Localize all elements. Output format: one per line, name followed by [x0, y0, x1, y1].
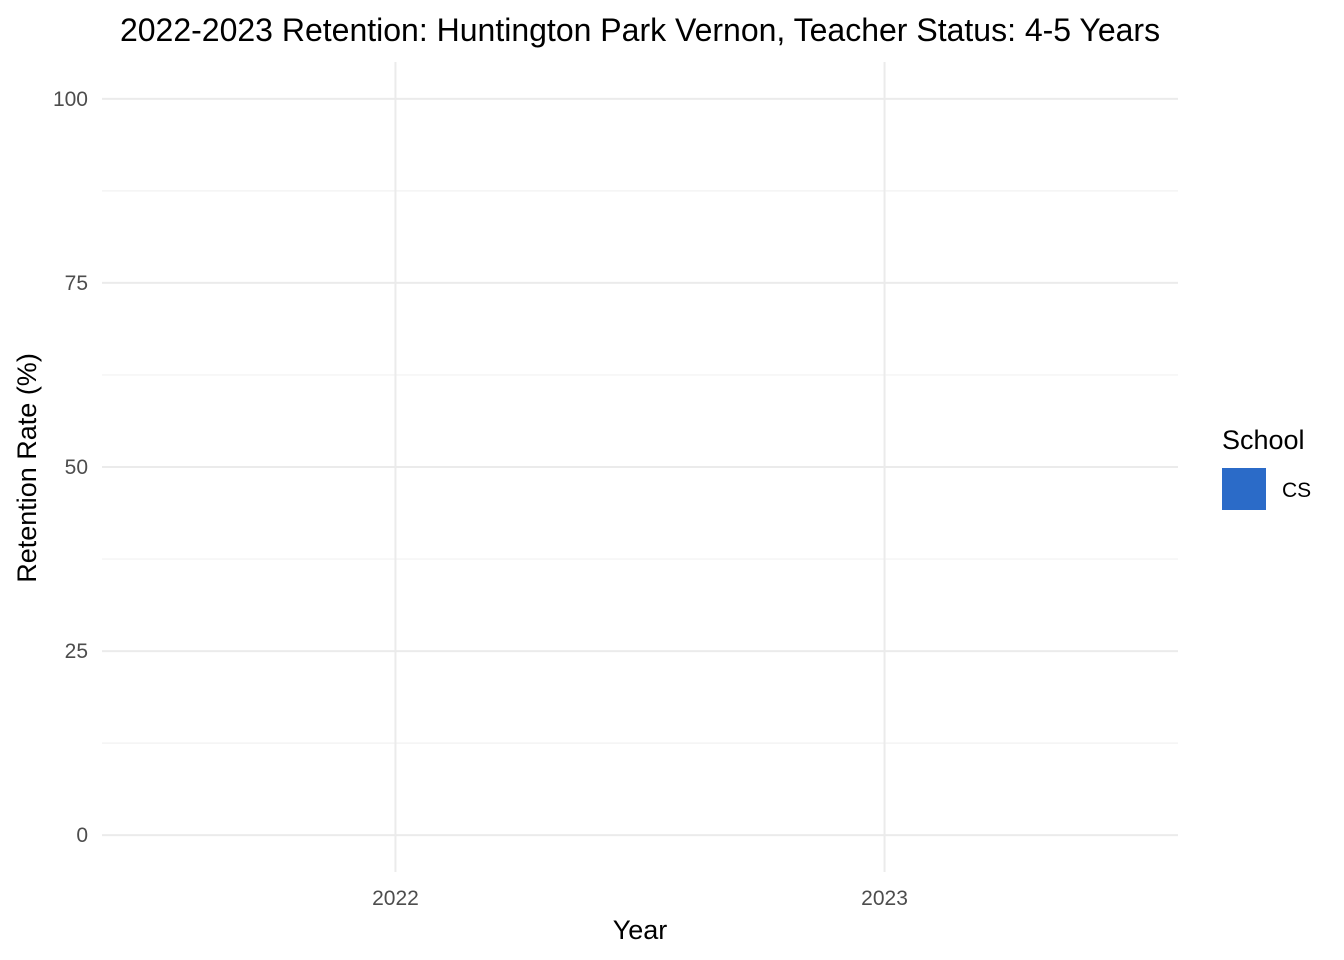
legend-title: School — [1222, 425, 1305, 455]
x-tick-label: 2023 — [861, 887, 908, 910]
legend: School CS — [1222, 425, 1311, 510]
plot-panel — [102, 62, 1178, 872]
grid-major — [102, 62, 1178, 872]
y-axis-ticks: 0 25 50 75 100 — [53, 88, 88, 847]
chart-title: 2022-2023 Retention: Huntington Park Ver… — [120, 12, 1160, 48]
legend-label: CS — [1282, 479, 1311, 502]
legend-entries: CS — [1222, 468, 1311, 510]
y-tick-label: 25 — [65, 640, 88, 663]
grid-minor — [102, 190, 1178, 744]
y-tick-label: 0 — [76, 824, 88, 847]
y-tick-label: 75 — [65, 272, 88, 295]
x-tick-label: 2022 — [372, 887, 419, 910]
x-axis-title: Year — [613, 915, 668, 945]
y-axis-title: Retention Rate (%) — [12, 353, 42, 583]
y-tick-label: 100 — [53, 88, 88, 111]
y-tick-label: 50 — [65, 456, 88, 479]
legend-key — [1222, 468, 1266, 510]
x-axis-ticks: 2022 2023 — [372, 887, 908, 910]
